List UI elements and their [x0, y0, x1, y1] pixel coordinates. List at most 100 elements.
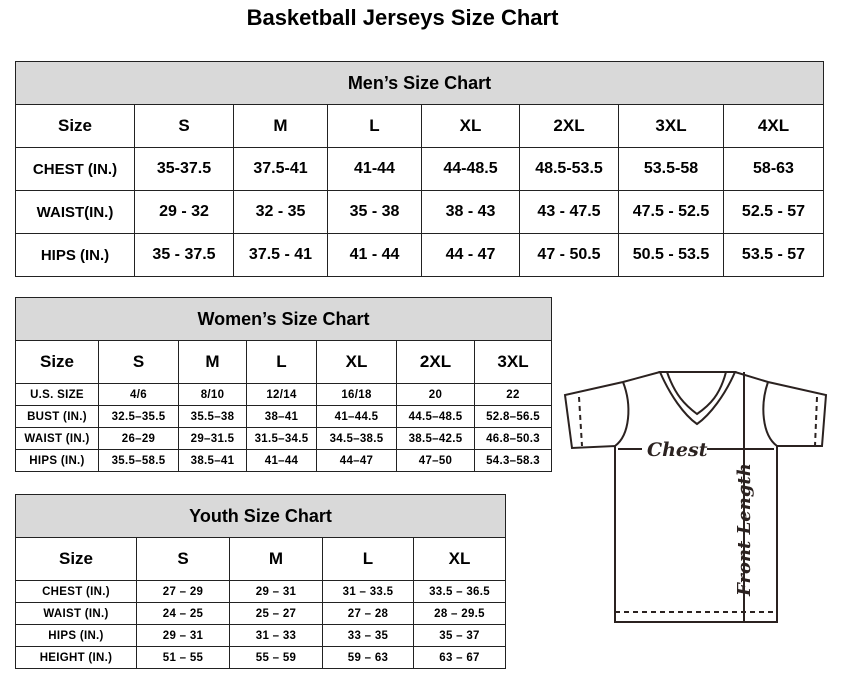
measurement-cell: 31.5–34.5 [246, 427, 317, 450]
measurement-cell: 4/6 [98, 383, 179, 406]
measurement-cell: 26–29 [98, 427, 179, 450]
size-label: Size [15, 340, 99, 384]
size-header-row: Size S M L XL 2XL 3XL 4XL [15, 104, 824, 148]
measurement-cell: 29 – 31 [229, 580, 323, 603]
measurement-cell: 32.5–35.5 [98, 405, 179, 428]
table-row: WAIST(IN.) 29 - 32 32 - 35 35 - 38 38 - 43 43… [15, 190, 824, 234]
front-length-label: Front Length [734, 463, 755, 597]
measurement-cell: 44.5–48.5 [396, 405, 475, 428]
table-row: HEIGHT (IN.) 51 – 55 55 – 59 59 – 63 63 – 67 [15, 646, 507, 669]
size-column-header: M [229, 537, 323, 581]
measurement-cell: 29 – 31 [136, 624, 230, 647]
row-label: WAIST(IN.) [15, 190, 135, 234]
measurement-cell: 55 – 59 [229, 646, 323, 669]
jersey-diagram: Chest Front Length [563, 371, 828, 623]
measurement-cell: 29–31.5 [178, 427, 247, 450]
measurement-cell: 38 - 43 [421, 190, 520, 234]
measurement-cell: 38.5–42.5 [396, 427, 475, 450]
size-column-header: L [322, 537, 414, 581]
measurement-cell: 37.5 - 41 [233, 233, 328, 277]
measurement-cell: 41–44.5 [316, 405, 397, 428]
measurement-cell: 25 – 27 [229, 602, 323, 625]
measurement-cell: 35-37.5 [134, 147, 234, 191]
measurement-cell: 59 – 63 [322, 646, 414, 669]
table-row: HIPS (IN.) 29 – 31 31 – 33 33 – 35 35 – 37 [15, 624, 507, 647]
measurement-cell: 38–41 [246, 405, 317, 428]
size-header-row: Size S M L XL [15, 537, 507, 581]
measurement-cell: 47.5 - 52.5 [618, 190, 724, 234]
size-column-header: S [98, 340, 179, 384]
measurement-cell: 44–47 [316, 449, 397, 472]
women-table-title: Women’s Size Chart [14, 297, 553, 341]
measurement-cell: 34.5–38.5 [316, 427, 397, 450]
page-title: Basketball Jerseys Size Chart [246, 5, 559, 30]
chest-label: Chest [647, 439, 708, 461]
measurement-cell: 35 – 37 [412, 624, 507, 647]
mens-size-table: Men’s Size Chart Size S M L XL 2XL 3XL 4XL CHEST … [15, 61, 824, 277]
measurement-cell: 8/10 [178, 383, 247, 406]
measurement-cell: 38.5–41 [178, 449, 247, 472]
table-row: U.S. SIZE 4/6 8/10 12/14 16/18 20 22 [15, 383, 553, 406]
womens-size-table: Women’s Size Chart Size S M L XL 2XL 3XL U.S. SI… [14, 297, 553, 472]
measurement-cell: 22 [473, 383, 553, 406]
measurement-cell: 52.8–56.5 [473, 405, 553, 428]
row-label: CHEST (IN.) [15, 580, 137, 603]
measurement-cell: 33.5 – 36.5 [412, 580, 507, 603]
measurement-cell: 35.5–58.5 [98, 449, 179, 472]
measurement-cell: 43 - 47.5 [519, 190, 619, 234]
size-column-header: 4XL [723, 104, 824, 148]
measurement-cell: 16/18 [316, 383, 397, 406]
measurement-cell: 37.5-41 [233, 147, 328, 191]
row-label: U.S. SIZE [15, 383, 99, 406]
measurement-cell: 29 - 32 [134, 190, 234, 234]
measurement-cell: 47 - 50.5 [519, 233, 619, 277]
measurement-cell: 41 - 44 [327, 233, 422, 277]
youth-size-table: Youth Size Chart Size S M L XL CHEST (IN.) 27 –… [14, 494, 507, 669]
size-column-header: M [178, 340, 247, 384]
table-row: BUST (IN.) 32.5–35.5 35.5–38 38–41 41–44.5 44… [15, 405, 553, 428]
table-row: CHEST (IN.) 27 – 29 29 – 31 31 – 33.5 33.5 –… [15, 580, 507, 603]
row-label: HIPS (IN.) [15, 624, 137, 647]
measurement-cell: 35 - 37.5 [134, 233, 234, 277]
table-row: HIPS (IN.) 35.5–58.5 38.5–41 41–44 44–47 47–5… [15, 449, 553, 472]
measurement-cell: 35 - 38 [327, 190, 422, 234]
size-column-header: M [233, 104, 328, 148]
row-label: WAIST (IN.) [15, 427, 99, 450]
row-label: CHEST (IN.) [15, 147, 135, 191]
size-label: Size [15, 537, 137, 581]
row-label: WAIST (IN.) [15, 602, 137, 625]
measurement-cell: 27 – 28 [322, 602, 414, 625]
shirt-outline [563, 371, 828, 623]
measurement-cell: 50.5 - 53.5 [618, 233, 724, 277]
men-table-title: Men’s Size Chart [15, 61, 824, 105]
measurement-cell: 54.3–58.3 [473, 449, 553, 472]
measurement-cell: 41–44 [246, 449, 317, 472]
size-column-header: 3XL [473, 340, 553, 384]
size-column-header: XL [316, 340, 397, 384]
size-column-header: L [327, 104, 422, 148]
measurement-cell: 52.5 - 57 [723, 190, 824, 234]
youth-table-title: Youth Size Chart [14, 494, 507, 538]
size-column-header: 2XL [519, 104, 619, 148]
measurement-cell: 31 – 33.5 [322, 580, 414, 603]
measurement-cell: 31 – 33 [229, 624, 323, 647]
measurement-cell: 32 - 35 [233, 190, 328, 234]
measurement-cell: 53.5-58 [618, 147, 724, 191]
table-row: WAIST (IN.) 24 – 25 25 – 27 27 – 28 28 – 29.… [15, 602, 507, 625]
row-label: HIPS (IN.) [15, 449, 99, 472]
row-label: BUST (IN.) [15, 405, 99, 428]
table-row: CHEST (IN.) 35-37.5 37.5-41 41-44 44-48.5 48.… [15, 147, 824, 191]
measurement-cell: 35.5–38 [178, 405, 247, 428]
size-column-header: L [246, 340, 317, 384]
size-header-row: Size S M L XL 2XL 3XL [15, 340, 553, 384]
measurement-cell: 47–50 [396, 449, 475, 472]
size-column-header: 2XL [396, 340, 475, 384]
table-row: HIPS (IN.) 35 - 37.5 37.5 - 41 41 - 44 44 - … [15, 233, 824, 277]
measurement-cell: 44-48.5 [421, 147, 520, 191]
size-column-header: S [134, 104, 234, 148]
measurement-cell: 48.5-53.5 [519, 147, 619, 191]
measurement-cell: 33 – 35 [322, 624, 414, 647]
table-row: WAIST (IN.) 26–29 29–31.5 31.5–34.5 34.5–38.… [15, 427, 553, 450]
measurement-cell: 51 – 55 [136, 646, 230, 669]
measurement-cell: 63 – 67 [412, 646, 507, 669]
